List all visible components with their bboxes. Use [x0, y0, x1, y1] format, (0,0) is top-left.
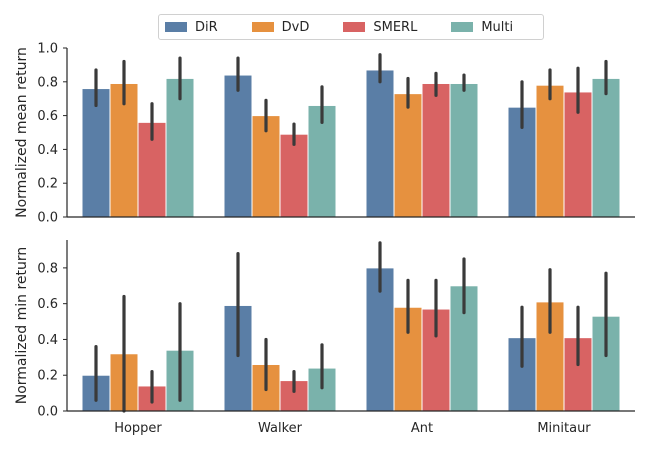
legend-item-dvd: DvD [251, 19, 310, 35]
x-tick-label-walker: Walker [258, 421, 303, 436]
legend-label-dvd: DvD [281, 19, 310, 35]
y-tick-label-p2-1: 0.2 [37, 369, 58, 384]
x-tick-label-hopper: Hopper [114, 421, 162, 436]
legend-label-smerl: SMERL [373, 19, 418, 35]
bar-p1-multi-ant [449, 82, 479, 218]
y-tick-label-p2-4: 0.8 [37, 261, 58, 276]
x-tick-label-ant: Ant [411, 421, 433, 436]
x-tick-label-minitaur: Minitaur [537, 421, 591, 436]
bar-p1-dir-hopper [81, 88, 111, 218]
y-tick-label-p1-3: 0.6 [37, 109, 58, 124]
legend-item-dir: DiR [165, 20, 218, 35]
bar-p1-dvd-ant [393, 93, 423, 218]
bar-p1-dir-walker [223, 74, 253, 218]
y-tick-label-p1-1: 0.2 [37, 177, 58, 192]
legend-swatch-smerl [343, 22, 366, 32]
legend-swatch-multi [451, 22, 474, 32]
y-tick-label-p1-4: 0.8 [37, 75, 58, 90]
y-axis-label-p2: Normalized min return [14, 247, 30, 405]
bar-p1-dvd-minitaur [535, 84, 565, 218]
legend-label-multi: Multi [481, 19, 514, 35]
y-tick-label-p2-0: 0.0 [37, 405, 58, 420]
legend-label-dir: DiR [195, 19, 218, 35]
y-tick-label-p2-2: 0.4 [37, 333, 58, 348]
legend-item-smerl: SMERL [343, 20, 417, 35]
legend-swatch-dvd [251, 22, 274, 32]
bar-p1-multi-hopper [165, 77, 195, 218]
y-tick-label-p2-3: 0.6 [37, 297, 58, 312]
legend-swatch-dir [165, 22, 187, 32]
y-tick-label-p1-5: 1.0 [37, 42, 58, 57]
bar-p1-multi-minitaur [591, 77, 621, 218]
y-tick-label-p1-2: 0.4 [37, 143, 58, 158]
bar-p1-smerl-walker [279, 133, 309, 218]
legend-item-multi: Multi [451, 20, 513, 35]
bar-p1-dvd-hopper [109, 82, 139, 218]
y-tick-label-p1-0: 0.0 [37, 211, 58, 226]
bar-p1-smerl-ant [421, 82, 451, 218]
chart-legend: DiR DvD SMERL Multi [158, 14, 544, 40]
y-axis-label-p1: Normalized mean return [14, 47, 30, 218]
bar-p1-dir-ant [365, 69, 395, 218]
